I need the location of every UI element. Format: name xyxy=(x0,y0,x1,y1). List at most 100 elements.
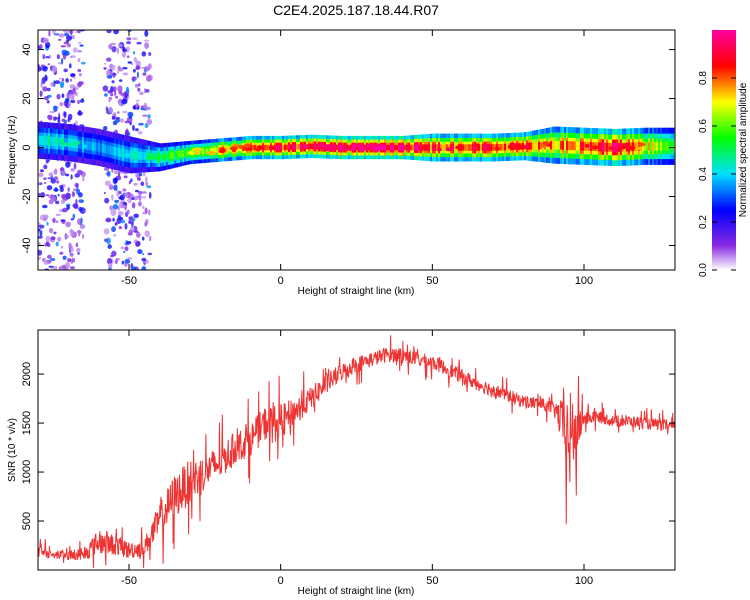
noise-speckle xyxy=(63,30,69,33)
noise-speckle xyxy=(78,199,84,204)
noise-speckle xyxy=(66,204,70,211)
spectral-ridge-strip xyxy=(336,144,339,151)
noise-speckle xyxy=(75,120,78,125)
spectral-peak xyxy=(53,140,58,145)
noise-speckle xyxy=(67,187,70,192)
noise-speckle xyxy=(111,46,117,53)
spectral-ridge-strip xyxy=(652,141,655,151)
y-tick-label: 1000 xyxy=(21,460,33,484)
noise-speckle xyxy=(58,62,62,65)
spectral-peak xyxy=(62,142,73,147)
spectral-ridge-strip xyxy=(420,144,423,151)
noise-speckle xyxy=(117,111,120,114)
spectral-peak xyxy=(584,143,590,148)
spectral-ridge-strip xyxy=(106,144,109,154)
noise-speckle xyxy=(141,191,147,194)
noise-speckle xyxy=(108,97,111,103)
noise-speckle xyxy=(52,116,57,121)
noise-speckle xyxy=(111,226,116,233)
noise-speckle xyxy=(126,55,130,58)
noise-speckle xyxy=(142,114,148,117)
spectral-ridge-strip xyxy=(390,144,393,151)
noise-speckle xyxy=(76,247,81,253)
noise-speckle xyxy=(128,229,134,234)
spectral-ridge-strip xyxy=(536,142,539,150)
noise-speckle xyxy=(128,221,131,224)
spectral-ridge-strip xyxy=(470,144,473,151)
spectral-ridge-strip xyxy=(606,142,609,152)
spectral-ridge-strip xyxy=(176,151,179,158)
spectral-ridge-strip xyxy=(438,144,441,151)
spectral-ridge-strip xyxy=(138,151,141,160)
spectral-peak xyxy=(436,147,442,152)
spectral-ridge-strip xyxy=(396,144,399,151)
noise-speckle xyxy=(145,89,150,93)
spectral-ridge-strip xyxy=(320,143,323,150)
spectral-ridge-strip xyxy=(298,144,301,150)
noise-speckle xyxy=(77,68,82,73)
noise-speckle xyxy=(132,37,138,40)
spectral-ridge-strip xyxy=(500,144,503,151)
spectral-ridge-strip xyxy=(636,142,639,152)
noise-speckle xyxy=(56,93,61,100)
spectral-ridge-strip xyxy=(170,152,173,159)
noise-speckle xyxy=(54,168,58,175)
spectral-ridge-strip xyxy=(490,144,493,151)
spectral-ridge-strip xyxy=(166,153,169,160)
noise-speckle xyxy=(111,116,116,120)
spectral-ridge-strip xyxy=(468,144,471,151)
noise-speckle xyxy=(59,167,65,171)
noise-speckle xyxy=(79,224,86,229)
noise-speckle xyxy=(109,63,113,69)
noise-speckle xyxy=(61,194,66,199)
noise-speckle xyxy=(118,196,123,200)
noise-speckle xyxy=(81,61,86,65)
noise-speckle xyxy=(112,120,118,126)
noise-speckle xyxy=(118,102,122,106)
spectral-ridge-strip xyxy=(122,148,125,158)
noise-speckle xyxy=(39,90,43,97)
noise-speckle xyxy=(53,231,57,235)
noise-speckle xyxy=(103,67,107,70)
spectral-ridge-strip xyxy=(46,136,49,146)
noise-speckle xyxy=(104,197,110,204)
noise-speckle xyxy=(46,185,53,191)
snr-series-line xyxy=(38,335,675,569)
spectrogram-marks xyxy=(38,30,675,270)
noise-speckle xyxy=(131,202,136,209)
spectral-ridge-strip xyxy=(488,144,491,151)
spectral-ridge-strip xyxy=(658,141,661,151)
noise-speckle xyxy=(38,256,41,260)
noise-speckle xyxy=(57,193,60,197)
noise-speckle xyxy=(44,41,51,49)
spectral-ridge-strip xyxy=(502,143,505,151)
spectral-ridge-strip xyxy=(358,144,361,151)
spectral-ridge-strip xyxy=(430,144,433,151)
spectral-ridge-strip xyxy=(252,144,255,151)
spectral-ridge-strip xyxy=(206,148,209,154)
noise-speckle xyxy=(70,174,73,180)
noise-speckle xyxy=(113,234,117,237)
spectral-ridge-strip xyxy=(664,141,667,151)
noise-speckle xyxy=(125,86,130,94)
spectral-ridge-strip xyxy=(656,141,659,151)
noise-speckle xyxy=(70,218,74,221)
noise-speckle xyxy=(66,43,72,48)
spectral-ridge-strip xyxy=(66,138,69,147)
noise-speckle xyxy=(106,30,112,34)
spectral-ridge-strip xyxy=(466,144,469,151)
noise-speckle xyxy=(133,105,136,110)
noise-speckle xyxy=(71,257,76,263)
spectral-ridge-strip xyxy=(648,141,651,151)
noise-speckle xyxy=(107,75,113,79)
spectral-ridge-strip xyxy=(86,141,89,150)
noise-speckle xyxy=(47,254,52,259)
noise-speckle xyxy=(72,76,76,79)
noise-speckle xyxy=(43,177,47,181)
noise-speckle xyxy=(124,246,129,251)
noise-speckle xyxy=(114,177,118,184)
spectral-ridge-strip xyxy=(318,143,321,150)
noise-speckle xyxy=(110,93,114,97)
spectral-ridge-strip xyxy=(504,143,507,151)
spectral-ridge-strip xyxy=(564,141,567,150)
